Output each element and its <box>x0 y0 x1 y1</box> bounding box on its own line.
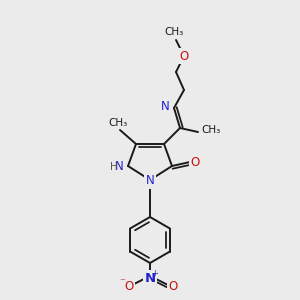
Text: O: O <box>124 280 134 292</box>
Text: ⁻: ⁻ <box>119 277 125 287</box>
Text: O: O <box>179 50 189 62</box>
Text: CH₃: CH₃ <box>164 27 184 37</box>
Text: CH₃: CH₃ <box>108 118 128 128</box>
Text: N: N <box>161 100 170 113</box>
Text: +: + <box>152 269 158 278</box>
Text: N: N <box>115 160 124 172</box>
Text: O: O <box>190 155 200 169</box>
Text: CH₃: CH₃ <box>201 125 220 135</box>
Text: N: N <box>144 272 156 284</box>
Text: N: N <box>146 175 154 188</box>
Text: H: H <box>110 162 118 172</box>
Text: O: O <box>168 280 178 292</box>
